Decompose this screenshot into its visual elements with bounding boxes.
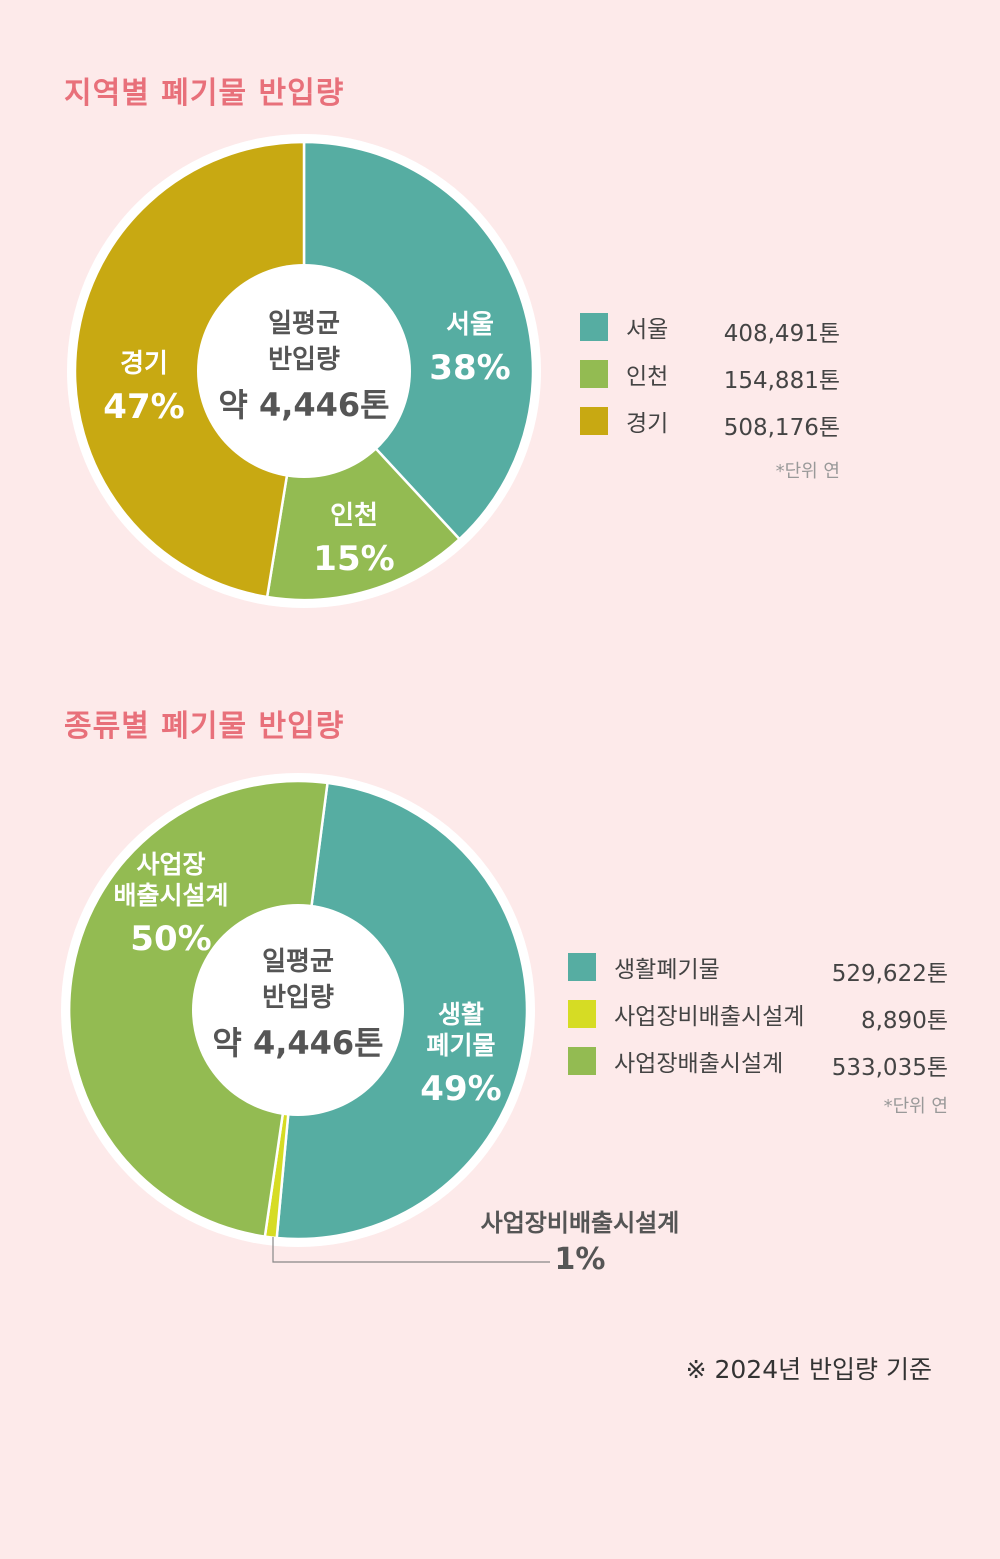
section-title-type: 종류별 폐기물 반입량 <box>64 709 345 744</box>
legend-item: 경기 <box>580 406 669 437</box>
legend-name: 인천 <box>626 364 669 390</box>
unit-note: *단위 연 <box>775 461 840 482</box>
legend-swatch <box>568 1047 596 1075</box>
center-label-line2: 반입량 <box>268 345 340 375</box>
segment-label-1-2: 폐기물 <box>426 1031 495 1060</box>
legend-value: 533,035톤 <box>831 1055 948 1081</box>
callout-leader-line <box>272 1237 550 1263</box>
center-total: 약 4,446톤 <box>212 1024 383 1062</box>
small-segment-callout: 사업장비배출시설계 1% <box>455 1203 705 1277</box>
segment-label-1-1: 서울 <box>446 310 494 340</box>
legend-item: 서울 <box>580 312 669 343</box>
segment-label-3-2: 배출시설계 <box>113 881 228 910</box>
center-label-line2: 반입량 <box>262 983 334 1013</box>
legend-swatch <box>568 953 596 981</box>
center-label-line1: 일평균 <box>262 947 334 977</box>
legend-item: 인천 <box>580 359 669 390</box>
donut-hole <box>197 264 411 478</box>
segment-label-3-1: 사업장 <box>136 850 205 879</box>
legend-item: 생활폐기물 <box>568 952 720 983</box>
segment-percent-2: 15% <box>313 539 394 579</box>
center-total: 약 4,446톤 <box>218 386 389 424</box>
legend-name: 서울 <box>626 317 669 343</box>
pie-slice-3 <box>73 140 306 599</box>
segment-label-1-1: 생활 <box>438 1000 484 1029</box>
legend-swatch <box>580 313 608 341</box>
legend-swatch <box>580 360 608 388</box>
segment-percent-1: 49% <box>420 1069 501 1109</box>
callout-percent: 1% <box>554 1242 606 1277</box>
segment-percent-1: 38% <box>429 348 510 388</box>
legend-value: 408,491톤 <box>723 321 840 347</box>
center-label-line1: 일평균 <box>268 309 340 339</box>
unit-note: *단위 연 <box>883 1096 948 1117</box>
legend-name: 경기 <box>626 411 669 437</box>
legend-value: 529,622톤 <box>831 961 948 987</box>
donut-hole <box>192 904 404 1116</box>
segment-percent-3: 50% <box>130 919 211 959</box>
legend-swatch <box>568 1000 596 1028</box>
legend-name: 사업장배출시설계 <box>614 1051 784 1077</box>
segment-label-2-1: 인천 <box>330 501 378 531</box>
section-title-region: 지역별 폐기물 반입량 <box>64 76 345 111</box>
legend-value: 8,890톤 <box>860 1008 948 1034</box>
segment-label-3-1: 경기 <box>120 349 168 379</box>
segment-percent-3: 47% <box>103 387 184 427</box>
callout-name: 사업장비배출시설계 <box>480 1209 680 1237</box>
legend-name: 생활폐기물 <box>614 957 720 983</box>
legend-value: 154,881톤 <box>723 368 840 394</box>
legend-name: 사업장비배출시설계 <box>614 1004 805 1030</box>
legend-item: 사업장배출시설계 <box>568 1046 784 1077</box>
legend-item: 사업장비배출시설계 <box>568 999 805 1030</box>
legend-value: 508,176톤 <box>723 415 840 441</box>
footnote: ※ 2024년 반입량 기준 <box>685 1355 932 1384</box>
pie-slice-1 <box>302 140 535 541</box>
legend-swatch <box>580 407 608 435</box>
